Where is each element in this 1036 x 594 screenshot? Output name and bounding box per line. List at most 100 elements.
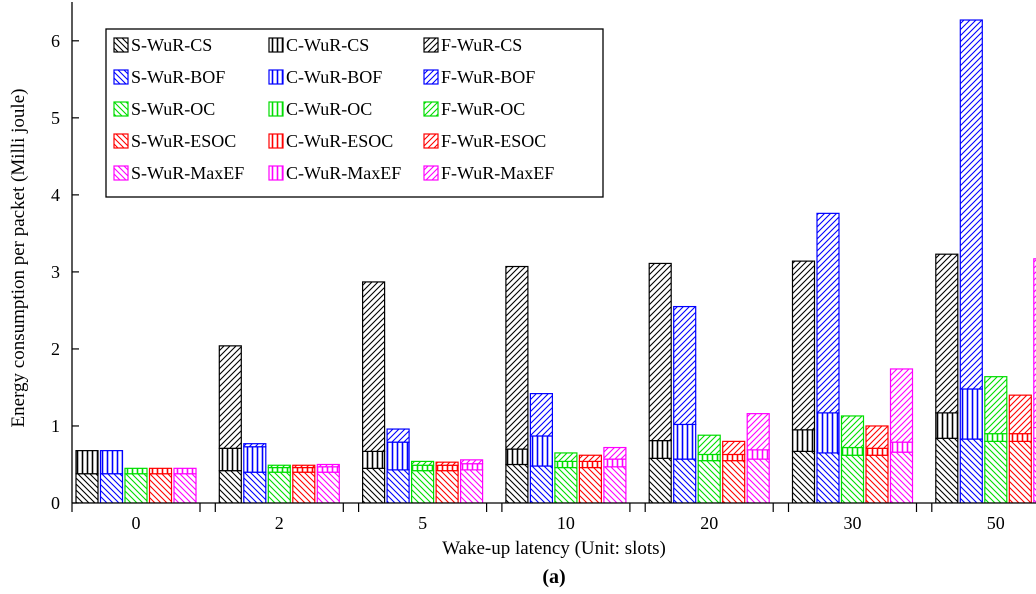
legend-swatch bbox=[268, 69, 284, 85]
legend-swatch bbox=[268, 165, 284, 181]
legend-swatch bbox=[423, 165, 439, 181]
bar-S-WuR-CS-50 bbox=[935, 437, 959, 503]
y-tick-label: 0 bbox=[51, 493, 60, 513]
bar-S-WuR-OC-50 bbox=[984, 440, 1008, 503]
y-tick-label: 5 bbox=[51, 108, 60, 128]
bar-S-WuR-ESOC-50 bbox=[1008, 440, 1032, 503]
bar-C-WuR-OC-10 bbox=[554, 460, 578, 469]
bar-F-WuR-CS-2 bbox=[218, 345, 242, 449]
bar-F-WuR-CS-30 bbox=[791, 260, 816, 431]
bar-C-WuR-ESOC-2 bbox=[292, 466, 316, 473]
bar-S-WuR-ESOC-10 bbox=[578, 466, 603, 503]
legend-label: C-WuR-CS bbox=[286, 35, 369, 55]
bar-C-WuR-OC-0 bbox=[124, 467, 148, 475]
bar-C-WuR-CS-20 bbox=[648, 440, 672, 459]
bar-F-WuR-MaxEF-2 bbox=[316, 463, 340, 468]
bar-F-WuR-OC-10 bbox=[554, 452, 578, 463]
bar-S-WuR-ESOC-0 bbox=[148, 473, 173, 503]
bar-S-WuR-BOF-0 bbox=[99, 473, 124, 503]
bar-F-WuR-OC-5 bbox=[411, 460, 435, 466]
bar-F-WuR-OC-20 bbox=[697, 434, 721, 456]
bar-F-WuR-BOF-20 bbox=[673, 305, 697, 426]
legend-label: F-WuR-MaxEF bbox=[441, 163, 554, 183]
bar-F-WuR-CS-20 bbox=[648, 262, 672, 442]
bar-S-WuR-ESOC-5 bbox=[435, 470, 459, 503]
bar-C-WuR-BOF-30 bbox=[816, 412, 840, 454]
bar-C-WuR-CS-5 bbox=[362, 450, 386, 469]
legend-label: C-WuR-OC bbox=[286, 99, 372, 119]
legend-box bbox=[105, 28, 604, 198]
bar-F-WuR-OC-50 bbox=[984, 376, 1008, 435]
bar-S-WuR-OC-20 bbox=[697, 460, 721, 503]
bar-S-WuR-MaxEF-0 bbox=[173, 473, 197, 503]
bar-S-WuR-CS-2 bbox=[218, 470, 242, 503]
x-tick-label: 5 bbox=[418, 513, 427, 533]
bar-C-WuR-BOF-50 bbox=[959, 388, 983, 440]
bar-F-WuR-ESOC-20 bbox=[722, 440, 746, 456]
x-tick-label: 10 bbox=[557, 513, 575, 533]
legend-swatch bbox=[423, 37, 439, 53]
bar-S-WuR-MaxEF-20 bbox=[746, 458, 770, 503]
bar-C-WuR-ESOC-20 bbox=[722, 453, 746, 462]
y-tick-label: 2 bbox=[51, 339, 60, 359]
bar-C-WuR-OC-20 bbox=[697, 453, 721, 462]
bar-F-WuR-ESOC-30 bbox=[865, 425, 889, 449]
bar-S-WuR-BOF-50 bbox=[959, 438, 983, 503]
y-tick-label: 1 bbox=[51, 416, 60, 436]
legend-swatch bbox=[268, 37, 284, 53]
bar-C-WuR-BOF-0 bbox=[99, 450, 124, 475]
bar-S-WuR-BOF-5 bbox=[386, 469, 410, 503]
bar-C-WuR-MaxEF-30 bbox=[889, 441, 914, 453]
bar-S-WuR-MaxEF-10 bbox=[603, 466, 627, 503]
bar-S-WuR-CS-20 bbox=[648, 457, 672, 503]
legend-label: F-WuR-CS bbox=[441, 35, 522, 55]
bar-S-WuR-OC-10 bbox=[554, 466, 578, 503]
legend: S-WuR-CS C-WuR-CS F-WuR-CS S-WuR-BOF C-WuR-B… bbox=[105, 28, 604, 198]
bar-F-WuR-MaxEF-30 bbox=[889, 368, 914, 443]
bar-C-WuR-ESOC-30 bbox=[865, 447, 889, 456]
bar-C-WuR-CS-0 bbox=[75, 450, 99, 475]
bar-F-WuR-CS-50 bbox=[935, 253, 959, 414]
bar-C-WuR-MaxEF-10 bbox=[603, 458, 627, 468]
bar-F-WuR-OC-30 bbox=[840, 415, 865, 449]
x-tick-label: 50 bbox=[987, 513, 1005, 533]
x-tick-label: 2 bbox=[275, 513, 284, 533]
legend-swatch bbox=[423, 133, 439, 149]
bar-S-WuR-BOF-2 bbox=[243, 471, 267, 503]
bar-C-WuR-BOF-2 bbox=[243, 446, 267, 473]
legend-swatch bbox=[423, 69, 439, 85]
y-tick-label: 6 bbox=[51, 31, 60, 51]
legend-swatch bbox=[113, 133, 129, 149]
bar-F-WuR-MaxEF-50 bbox=[1033, 258, 1036, 429]
bar-C-WuR-ESOC-50 bbox=[1008, 433, 1032, 442]
bar-S-WuR-OC-30 bbox=[840, 454, 865, 503]
x-tick-label: 0 bbox=[132, 513, 141, 533]
bar-F-WuR-CS-10 bbox=[505, 265, 529, 450]
bar-C-WuR-CS-30 bbox=[791, 429, 816, 452]
y-axis-label: Energy consumption per packet (Milli jou… bbox=[8, 89, 29, 428]
bar-S-WuR-CS-10 bbox=[505, 463, 529, 503]
bar-S-WuR-ESOC-30 bbox=[865, 454, 889, 503]
legend-label: F-WuR-OC bbox=[441, 99, 525, 119]
bar-C-WuR-ESOC-0 bbox=[148, 467, 173, 475]
bar-C-WuR-BOF-10 bbox=[529, 435, 554, 467]
bar-C-WuR-MaxEF-2 bbox=[316, 466, 340, 473]
bar-F-WuR-MaxEF-5 bbox=[460, 459, 484, 465]
bar-S-WuR-MaxEF-50 bbox=[1033, 437, 1036, 503]
bar-S-WuR-CS-30 bbox=[791, 450, 816, 503]
bar-S-WuR-OC-5 bbox=[411, 470, 435, 503]
bar-C-WuR-MaxEF-20 bbox=[746, 449, 770, 460]
bar-S-WuR-MaxEF-2 bbox=[316, 471, 340, 503]
bar-C-WuR-OC-50 bbox=[984, 433, 1008, 442]
bar-F-WuR-MaxEF-20 bbox=[746, 413, 770, 451]
bar-S-WuR-CS-0 bbox=[75, 473, 99, 503]
legend-label: C-WuR-ESOC bbox=[286, 131, 393, 151]
y-tick-label: 3 bbox=[51, 262, 60, 282]
bar-F-WuR-OC-2 bbox=[267, 464, 291, 469]
bar-F-WuR-BOF-2 bbox=[243, 443, 267, 448]
legend-label: C-WuR-MaxEF bbox=[286, 163, 401, 183]
chart-caption: (a) bbox=[542, 566, 565, 588]
bar-F-WuR-ESOC-10 bbox=[578, 454, 603, 463]
bar-C-WuR-MaxEF-50 bbox=[1033, 426, 1036, 439]
legend-swatch bbox=[113, 37, 129, 53]
